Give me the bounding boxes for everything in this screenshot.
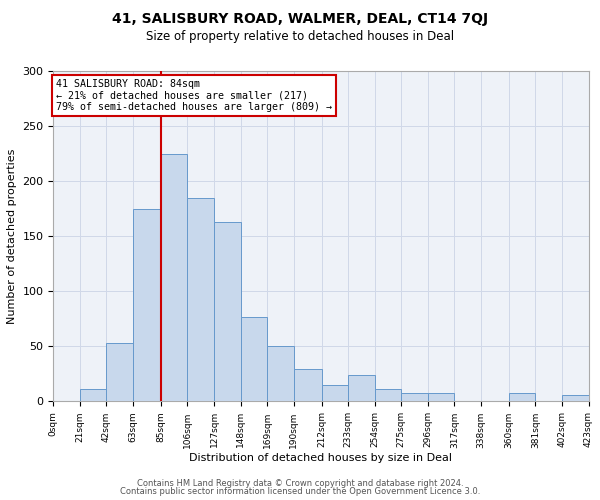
Bar [267, 346, 294, 402]
Bar [348, 375, 375, 402]
Bar [241, 316, 267, 402]
Bar [509, 392, 535, 402]
Y-axis label: Number of detached properties: Number of detached properties [7, 148, 17, 324]
Bar [401, 392, 428, 402]
Bar [294, 370, 322, 402]
Bar [375, 390, 401, 402]
Text: 41 SALISBURY ROAD: 84sqm
← 21% of detached houses are smaller (217)
79% of semi-: 41 SALISBURY ROAD: 84sqm ← 21% of detach… [56, 78, 332, 112]
X-axis label: Distribution of detached houses by size in Deal: Distribution of detached houses by size … [190, 453, 452, 463]
Bar [214, 222, 241, 402]
Bar [428, 392, 454, 402]
Text: Contains public sector information licensed under the Open Government Licence 3.: Contains public sector information licen… [120, 487, 480, 496]
Bar [562, 395, 589, 402]
Bar [106, 343, 133, 402]
Bar [322, 385, 348, 402]
Bar [161, 154, 187, 402]
Text: 41, SALISBURY ROAD, WALMER, DEAL, CT14 7QJ: 41, SALISBURY ROAD, WALMER, DEAL, CT14 7… [112, 12, 488, 26]
Bar [187, 198, 214, 402]
Bar [80, 390, 106, 402]
Bar [133, 208, 161, 402]
Text: Size of property relative to detached houses in Deal: Size of property relative to detached ho… [146, 30, 454, 43]
Text: Contains HM Land Registry data © Crown copyright and database right 2024.: Contains HM Land Registry data © Crown c… [137, 478, 463, 488]
